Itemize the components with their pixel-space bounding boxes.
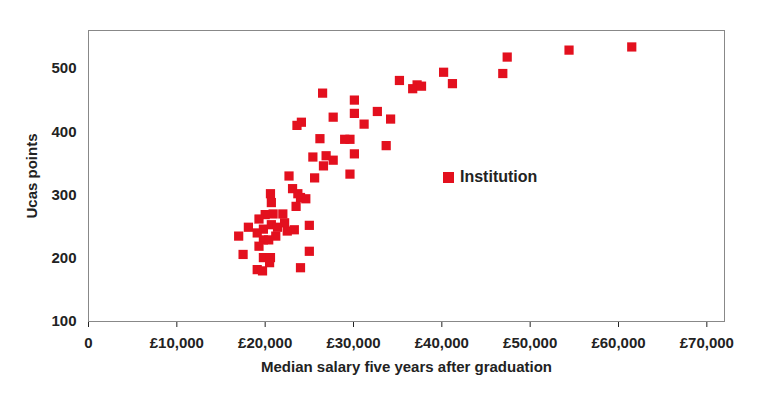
svg-text:300: 300 [51,186,76,203]
svg-text:£70,000: £70,000 [680,334,734,351]
svg-text:200: 200 [51,249,76,266]
html-text:Institution: Institution [460,168,538,185]
svg-text:£40,000: £40,000 [415,334,469,351]
svg-text:100: 100 [51,312,76,329]
svg-text:£10,000: £10,000 [150,334,204,351]
svg-text:0: 0 [84,334,92,351]
svg-text:£20,000: £20,000 [238,334,292,351]
svg-text:£60,000: £60,000 [591,334,645,351]
svg-text:£30,000: £30,000 [326,334,380,351]
svg-text:Median salary five years after: Median salary five years after graduatio… [261,358,552,375]
svg-text:500: 500 [51,59,76,76]
svg-text:£50,000: £50,000 [503,334,557,351]
svg-text:400: 400 [51,123,76,140]
svg-text:Ucas points: Ucas points [23,133,40,218]
